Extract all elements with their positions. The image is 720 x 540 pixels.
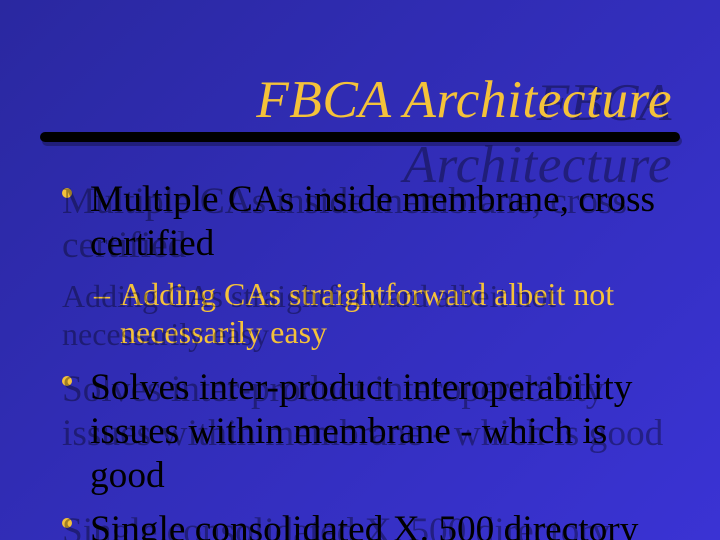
slide-body: Multiple CAs inside membrane, cross cert… [60, 178, 670, 540]
bullet-level1: Solves inter-product interoperability is… [60, 366, 670, 498]
bullet-level2: – Adding CAs straightforward albeit not … [60, 276, 670, 352]
bullet-text-shadow: Multiple CAs inside membrane, cross cert… [62, 180, 670, 268]
underline-bar [40, 132, 680, 142]
bullet-level1: Multiple CAs inside membrane, cross cert… [60, 178, 670, 266]
bullet-text-shadow: Adding CAs straightforward albeit not ne… [62, 278, 670, 354]
title-underline [40, 132, 680, 152]
slide: FBCA Architecture FBCA Architecture Mult… [0, 0, 720, 540]
bullet-level1: Single consolidated X. 500 directory (bu… [60, 508, 670, 540]
bullet-text-shadow: Solves inter-product interoperability is… [62, 368, 670, 456]
title-text: FBCA Architecture [256, 69, 672, 129]
slide-title: FBCA Architecture FBCA Architecture [256, 68, 672, 130]
bullet-text-shadow: Single consolidated X. 500 directory (bu… [62, 510, 670, 540]
